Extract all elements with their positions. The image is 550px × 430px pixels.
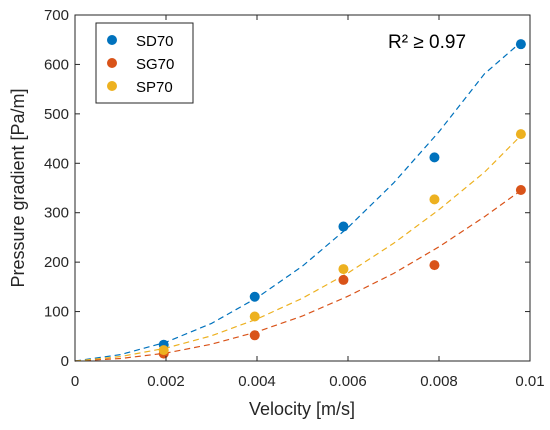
- fit-curve-sp70: [74, 135, 522, 362]
- fit-curves: [74, 41, 522, 362]
- data-point-sp70: [158, 345, 169, 356]
- y-tick-label: 300: [44, 205, 69, 222]
- y-axis: 0 100 200 300 400 500 600 700: [44, 7, 530, 370]
- legend-label-sg70: SG70: [136, 56, 174, 73]
- data-point-sg70: [338, 274, 349, 285]
- plot-area-frame: [74, 14, 531, 362]
- data-points: [158, 39, 526, 359]
- data-point-sd70: [515, 39, 526, 50]
- legend[interactable]: SD70 SG70 SP70: [95, 22, 194, 104]
- data-point-sd70: [338, 221, 349, 232]
- y-tick-label: 700: [44, 7, 69, 24]
- legend-marker-sp70: [107, 81, 117, 91]
- y-tick-label: 600: [44, 56, 69, 73]
- data-point-sp70: [249, 311, 260, 322]
- x-tick-label: 0.002: [147, 373, 185, 390]
- legend-label-sp70: SP70: [136, 79, 173, 96]
- y-tick-label: 0: [61, 353, 69, 370]
- r-squared-annotation: R² ≥ 0.97: [388, 32, 466, 53]
- y-tick-label: 400: [44, 155, 69, 172]
- x-tick-label: 0.01: [515, 373, 544, 390]
- data-point-sp70: [429, 194, 440, 205]
- y-tick-label: 200: [44, 254, 69, 271]
- y-axis-label: Pressure gradient [Pa/m]: [8, 88, 28, 287]
- x-tick-label: 0.004: [238, 373, 276, 390]
- legend-marker-sd70: [107, 35, 117, 45]
- data-point-sd70: [429, 152, 440, 163]
- data-point-sp70: [515, 129, 526, 140]
- legend-marker-sg70: [107, 58, 117, 68]
- data-point-sd70: [249, 291, 260, 302]
- x-axis-label: Velocity [m/s]: [249, 399, 355, 419]
- y-tick-label: 100: [44, 304, 69, 321]
- x-axis: 0 0.002 0.004 0.006 0.008 0.01: [71, 15, 545, 390]
- y-tick-label: 500: [44, 106, 69, 123]
- data-point-sg70: [515, 184, 526, 195]
- x-tick-label: 0.008: [420, 373, 458, 390]
- fit-curve-sg70: [74, 190, 522, 362]
- legend-label-sd70: SD70: [136, 33, 174, 50]
- data-point-sp70: [338, 264, 349, 275]
- data-point-sg70: [249, 330, 260, 341]
- x-tick-label: 0: [71, 373, 79, 390]
- x-tick-label: 0.006: [329, 373, 367, 390]
- data-point-sg70: [429, 260, 440, 271]
